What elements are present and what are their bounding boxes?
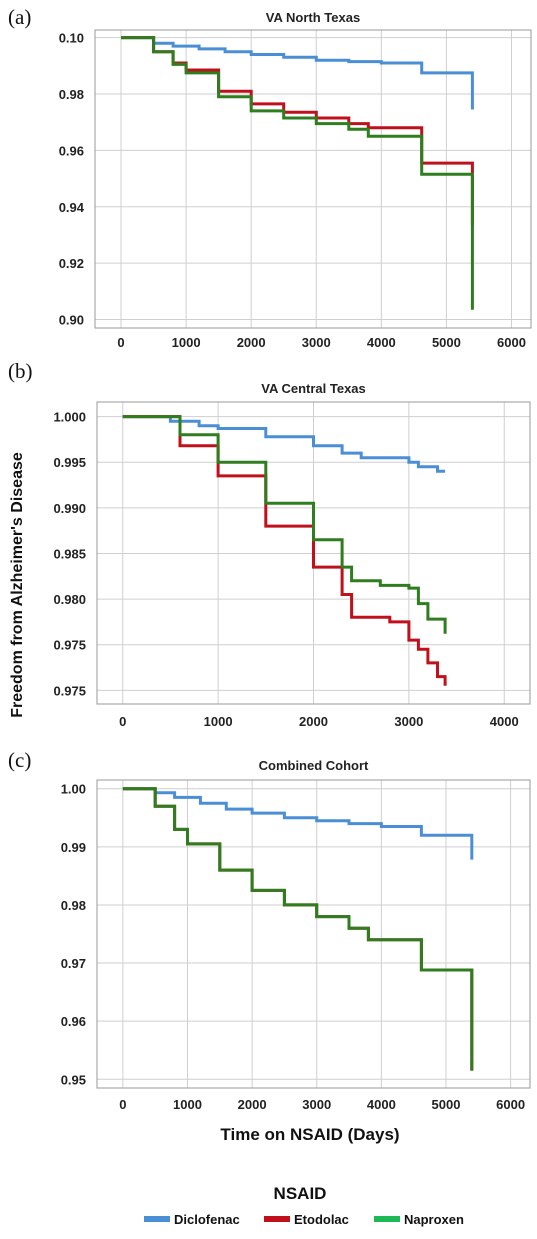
y-tick-label: 0.98	[61, 898, 86, 913]
plot-frame	[96, 779, 531, 1089]
x-tick-label: 2000	[238, 1097, 267, 1112]
x-tick-label: 5000	[432, 1097, 461, 1112]
y-tick-label: 0.90	[59, 313, 84, 328]
x-tick-label: 1000	[172, 335, 201, 350]
y-tick-label: 0.985	[53, 546, 86, 561]
y-tick-label: 1.00	[61, 782, 86, 797]
x-tick-label: 0	[117, 335, 124, 350]
series-line-diclofenac	[121, 36, 474, 110]
x-tick-label: 2000	[299, 714, 328, 729]
y-tick-label: 0.97	[61, 956, 86, 971]
y-tick-label: 0.94	[59, 200, 85, 215]
x-tick-label: 3000	[302, 335, 331, 350]
y-tick-label: 0.975	[53, 638, 86, 653]
panel-letter: (a)	[8, 5, 31, 29]
x-tick-label: 4000	[367, 335, 396, 350]
y-tick-label: 0.96	[61, 1014, 86, 1029]
plot-frame	[96, 401, 531, 705]
x-tick-label: 0	[119, 714, 126, 729]
y-tick-label: 0.92	[59, 256, 84, 271]
legend-swatch-etodolac	[264, 1216, 290, 1222]
legend-title: NSAID	[274, 1184, 327, 1203]
x-tick-label: 1000	[173, 1097, 202, 1112]
legend-item-naproxen: Naproxen	[374, 1212, 464, 1227]
x-tick-label: 5000	[432, 335, 461, 350]
panel-letter: (c)	[8, 748, 31, 772]
panel-title: Combined Cohort	[259, 758, 369, 773]
x-tick-label: 2000	[237, 335, 266, 350]
y-tick-label: 0.995	[53, 455, 86, 470]
x-tick-label: 3000	[302, 1097, 331, 1112]
legend-label-etodolac: Etodolac	[294, 1212, 349, 1227]
chart-panel-va-north-texas: (a) VA North Texas 0 1000 2000 3000 4000 5000 60…	[8, 5, 532, 350]
y-tick-label: 0.980	[53, 592, 86, 607]
y-tick-label: 0.95	[61, 1072, 86, 1087]
y-tick-label: 0.99	[61, 840, 86, 855]
chart-panels: (a) VA North Texas 0 1000 2000 3000 4000 5000 60…	[8, 5, 532, 1112]
y-tick-label: 0.98	[59, 87, 84, 102]
legend-label-naproxen: Naproxen	[404, 1212, 464, 1227]
y-tick-label: 0.975	[53, 683, 86, 698]
x-tick-label: 6000	[497, 335, 526, 350]
legend-item-diclofenac: Diclofenac	[144, 1212, 240, 1227]
y-tick-label: 0.10	[59, 31, 84, 46]
series-line-etodolac	[122, 787, 474, 1071]
y-tick-label: 0.990	[53, 501, 86, 516]
plot-frame	[94, 29, 532, 329]
legend: NSAID Diclofenac Etodolac Naproxen	[144, 1184, 464, 1227]
series-line-diclofenac	[122, 787, 474, 860]
x-tick-label: 6000	[496, 1097, 525, 1112]
x-tick-label: 1000	[204, 714, 233, 729]
series-line-diclofenac	[122, 415, 446, 473]
x-tick-label: 0	[119, 1097, 126, 1112]
x-tick-label: 4000	[367, 1097, 396, 1112]
panel-title: VA Central Texas	[261, 381, 366, 396]
legend-item-etodolac: Etodolac	[264, 1212, 349, 1227]
y-axis-label: Freedom from Alzheimer's Disease	[9, 452, 26, 718]
legend-label-diclofenac: Diclofenac	[174, 1212, 240, 1227]
series-line-naproxen	[122, 787, 474, 1071]
x-tick-label: 4000	[490, 714, 519, 729]
x-axis-label: Time on NSAID (Days)	[220, 1125, 399, 1144]
chart-panel-combined-cohort: (c) Combined Cohort 0 1000 2000 3000 4000 5000 6…	[8, 748, 531, 1112]
series-line-naproxen	[122, 415, 447, 634]
panel-letter: (b)	[8, 359, 33, 383]
chart-panel-va-central-texas: (b) VA Central Texas 0 1000 2000 3000 4000 0.97…	[8, 359, 531, 729]
y-tick-label: 1.000	[53, 410, 86, 425]
legend-swatch-naproxen	[374, 1216, 400, 1222]
series-line-naproxen	[121, 36, 474, 310]
x-tick-label: 3000	[394, 714, 423, 729]
y-tick-label: 0.96	[59, 143, 84, 158]
panel-title: VA North Texas	[266, 10, 360, 25]
legend-swatch-diclofenac	[144, 1216, 170, 1222]
